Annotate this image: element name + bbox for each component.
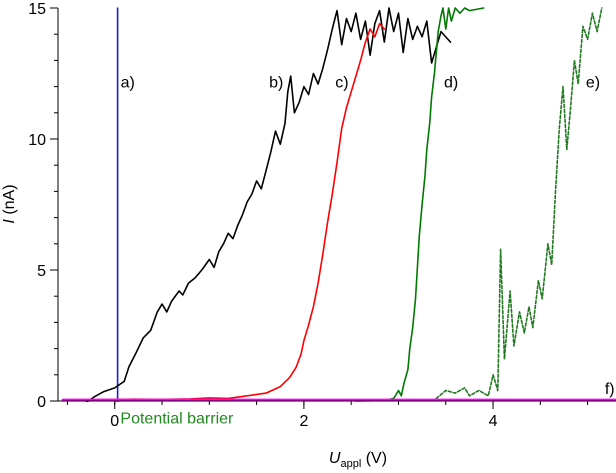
series-label-b: b) xyxy=(269,74,283,91)
x-axis-label: Uappl (V) xyxy=(329,450,387,470)
series-layer xyxy=(61,7,616,402)
y-tick-label: 10 xyxy=(28,132,46,149)
series-label-a: a) xyxy=(121,74,135,91)
annotation-potential-barrier: Potential barrier xyxy=(120,410,234,427)
x-axis-label-subscript: appl xyxy=(340,458,361,470)
x-tick-label: 0 xyxy=(110,413,119,430)
labels-layer: a) b) c) d) e) f) Potential barrier xyxy=(120,74,614,427)
x-axis-label-symbol: U xyxy=(329,450,341,467)
series-line-c xyxy=(66,22,386,401)
axes-layer: 0 2 4 0 5 10 15 xyxy=(28,1,616,430)
y-tick-label: 5 xyxy=(37,263,46,280)
series-label-d: d) xyxy=(444,74,458,91)
y-tick-label: 0 xyxy=(37,394,46,411)
series-label-f: f) xyxy=(605,381,615,398)
series-label-e: e) xyxy=(586,74,600,91)
y-axis-label-symbol: I xyxy=(1,219,18,224)
series-line-b xyxy=(85,7,452,402)
y-tick-label: 15 xyxy=(28,1,46,18)
y-axis-label-unit: (nA) xyxy=(1,184,18,219)
series-line-e xyxy=(435,7,603,400)
x-axis-label-unit: (V) xyxy=(361,450,387,467)
plot-area: 0 2 4 0 5 10 15 a) b) c) d) e) f) Potential barrier xyxy=(28,1,616,430)
x-tick-label: 2 xyxy=(299,413,308,430)
y-axis-label: I (nA) xyxy=(1,184,18,223)
series-label-c: c) xyxy=(335,74,348,91)
series-line-d xyxy=(355,7,485,402)
x-tick-label: 4 xyxy=(489,413,498,430)
